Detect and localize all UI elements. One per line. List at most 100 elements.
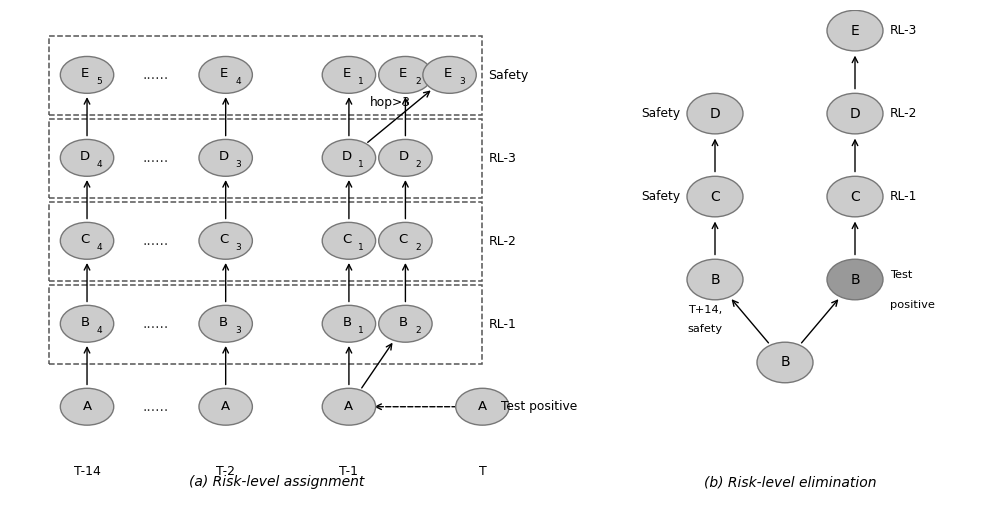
Text: (b) Risk-level elimination: (b) Risk-level elimination bbox=[704, 476, 876, 490]
Ellipse shape bbox=[199, 56, 252, 93]
Text: (a) Risk-level assignment: (a) Risk-level assignment bbox=[189, 476, 365, 490]
Text: B: B bbox=[780, 355, 790, 369]
Ellipse shape bbox=[757, 342, 813, 383]
Text: 3: 3 bbox=[235, 160, 241, 169]
Text: 4: 4 bbox=[97, 160, 102, 169]
Ellipse shape bbox=[60, 388, 114, 425]
Ellipse shape bbox=[456, 388, 509, 425]
Text: C: C bbox=[342, 234, 351, 247]
Text: RL-1: RL-1 bbox=[890, 190, 917, 203]
Text: ......: ...... bbox=[143, 234, 169, 248]
Text: E: E bbox=[443, 67, 452, 80]
Text: C: C bbox=[219, 234, 228, 247]
Ellipse shape bbox=[199, 222, 252, 259]
Ellipse shape bbox=[827, 176, 883, 217]
Text: RL-3: RL-3 bbox=[489, 152, 516, 165]
Text: A: A bbox=[221, 400, 230, 413]
Text: C: C bbox=[850, 190, 860, 204]
Text: hop>3: hop>3 bbox=[369, 96, 410, 109]
Ellipse shape bbox=[687, 93, 743, 134]
Ellipse shape bbox=[379, 305, 432, 342]
Text: RL-2: RL-2 bbox=[890, 107, 917, 120]
Text: 4: 4 bbox=[97, 326, 102, 335]
Ellipse shape bbox=[60, 139, 114, 176]
Text: C: C bbox=[710, 190, 720, 204]
Text: D: D bbox=[850, 107, 860, 121]
Text: positive: positive bbox=[890, 300, 935, 310]
Text: 2: 2 bbox=[415, 77, 421, 86]
Text: E: E bbox=[81, 67, 89, 80]
Text: B: B bbox=[710, 272, 720, 286]
Text: T-14: T-14 bbox=[74, 465, 100, 478]
Text: ......: ...... bbox=[143, 151, 169, 165]
Text: 5: 5 bbox=[96, 77, 102, 86]
Text: 4: 4 bbox=[97, 243, 102, 252]
Text: B: B bbox=[850, 272, 860, 286]
Text: T-2: T-2 bbox=[216, 465, 235, 478]
Ellipse shape bbox=[199, 388, 252, 425]
Text: Test positive: Test positive bbox=[501, 400, 577, 413]
Ellipse shape bbox=[379, 139, 432, 176]
Text: D: D bbox=[710, 107, 720, 121]
Ellipse shape bbox=[60, 56, 114, 93]
Text: D: D bbox=[342, 150, 352, 163]
Text: Safety: Safety bbox=[641, 107, 680, 120]
Ellipse shape bbox=[827, 10, 883, 51]
Ellipse shape bbox=[322, 388, 376, 425]
Text: D: D bbox=[80, 150, 90, 163]
Ellipse shape bbox=[827, 259, 883, 300]
Text: 4: 4 bbox=[235, 77, 241, 86]
Ellipse shape bbox=[60, 305, 114, 342]
Text: ......: ...... bbox=[143, 400, 169, 414]
Text: B: B bbox=[80, 316, 90, 329]
Text: 1: 1 bbox=[358, 160, 364, 169]
Ellipse shape bbox=[379, 222, 432, 259]
Ellipse shape bbox=[322, 222, 376, 259]
Text: A: A bbox=[82, 400, 92, 413]
Ellipse shape bbox=[322, 305, 376, 342]
Text: 3: 3 bbox=[235, 326, 241, 335]
Text: 3: 3 bbox=[459, 77, 465, 86]
Text: T-1: T-1 bbox=[339, 465, 358, 478]
Text: ......: ...... bbox=[143, 68, 169, 82]
Text: 1: 1 bbox=[358, 77, 364, 86]
Text: D: D bbox=[219, 150, 229, 163]
Text: A: A bbox=[478, 400, 487, 413]
Text: RL-1: RL-1 bbox=[489, 318, 516, 331]
Text: RL-2: RL-2 bbox=[489, 235, 516, 248]
Ellipse shape bbox=[199, 139, 252, 176]
Text: T+14,: T+14, bbox=[688, 305, 722, 315]
Text: B: B bbox=[342, 316, 351, 329]
Text: RL-3: RL-3 bbox=[890, 24, 917, 37]
Text: A: A bbox=[344, 400, 353, 413]
Ellipse shape bbox=[423, 56, 476, 93]
Text: 1: 1 bbox=[358, 326, 364, 335]
Text: E: E bbox=[343, 67, 351, 80]
Text: Test: Test bbox=[890, 269, 912, 280]
Ellipse shape bbox=[827, 93, 883, 134]
Text: C: C bbox=[399, 234, 408, 247]
Ellipse shape bbox=[60, 222, 114, 259]
Text: 2: 2 bbox=[415, 326, 421, 335]
Text: B: B bbox=[219, 316, 228, 329]
Text: 2: 2 bbox=[415, 243, 421, 252]
Ellipse shape bbox=[687, 176, 743, 217]
Text: E: E bbox=[399, 67, 407, 80]
Ellipse shape bbox=[379, 56, 432, 93]
Ellipse shape bbox=[322, 139, 376, 176]
Text: C: C bbox=[80, 234, 90, 247]
Text: 3: 3 bbox=[235, 243, 241, 252]
Text: D: D bbox=[398, 150, 408, 163]
Text: Safety: Safety bbox=[641, 190, 680, 203]
Text: 2: 2 bbox=[415, 160, 421, 169]
Ellipse shape bbox=[687, 259, 743, 300]
Ellipse shape bbox=[322, 56, 376, 93]
Text: T: T bbox=[479, 465, 486, 478]
Text: Safety: Safety bbox=[489, 69, 529, 82]
Text: B: B bbox=[399, 316, 408, 329]
Text: safety: safety bbox=[687, 324, 723, 334]
Text: E: E bbox=[219, 67, 228, 80]
Text: E: E bbox=[851, 24, 859, 38]
Ellipse shape bbox=[199, 305, 252, 342]
Text: ......: ...... bbox=[143, 317, 169, 331]
